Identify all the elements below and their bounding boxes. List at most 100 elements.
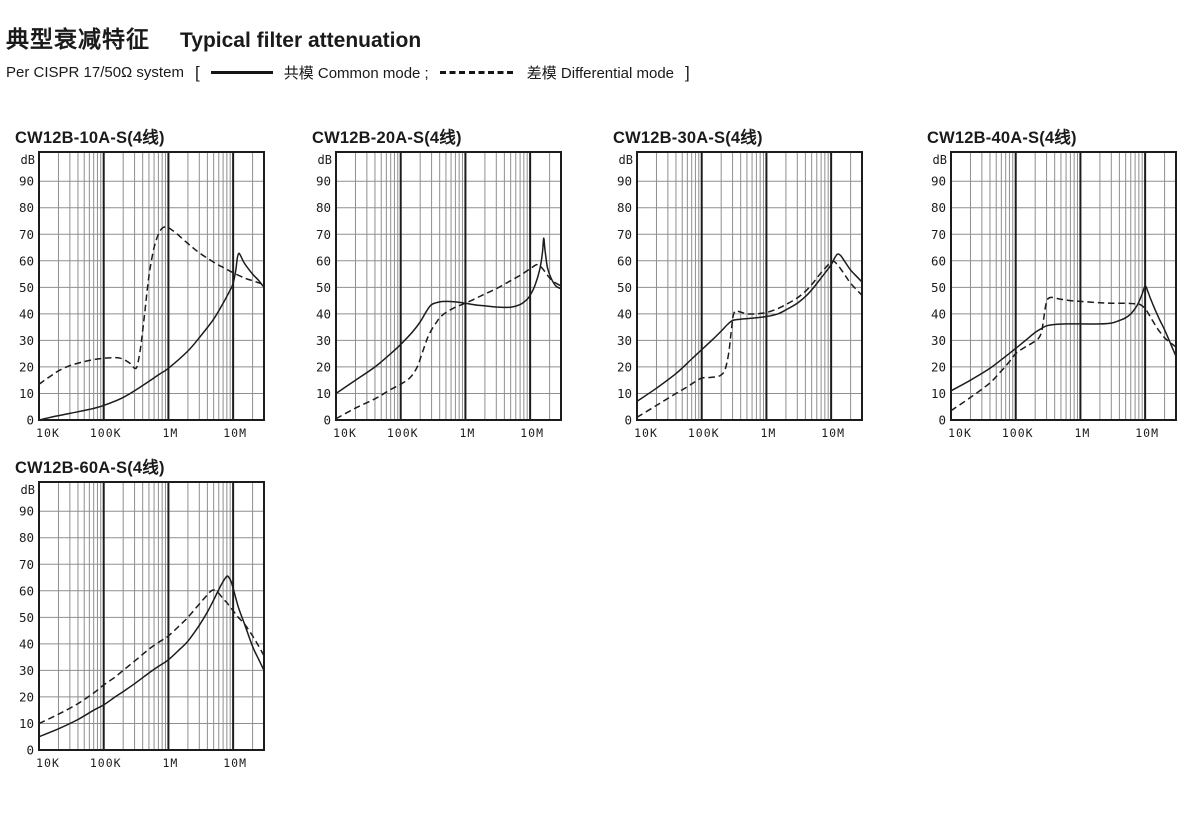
differential-mode-curve	[39, 589, 264, 725]
legend-row: Per CISPR 17/50Ω system [ 共模 Common mode…	[6, 62, 690, 83]
y-tick-label: 60	[617, 253, 632, 268]
y-tick-label: 60	[931, 253, 946, 268]
differential-mode-curve	[336, 263, 561, 420]
x-tick-label: 10K	[948, 426, 972, 440]
y-tick-label: 10	[931, 386, 946, 401]
common-mode-curve	[39, 575, 264, 738]
y-tick-label: 90	[617, 174, 632, 189]
attenuation-chart-cw12b-30a: CW12B-30A-S(4线) dB 90 80 70 60 50 40 30 20 10 0 10K…	[610, 124, 866, 453]
common-mode-curve	[39, 252, 264, 420]
y-axis-unit: dB	[318, 153, 332, 167]
x-tick-label: 10K	[36, 426, 60, 440]
y-tick-label: 20	[931, 359, 946, 374]
attenuation-chart-cw12b-20a: CW12B-20A-S(4线) dB 90 80 70 60 50 40 30 20 10 0 10K…	[309, 124, 565, 453]
y-tick-label: 70	[617, 227, 632, 242]
x-tick-label: 10K	[634, 426, 658, 440]
y-tick-label: 30	[19, 663, 34, 678]
y-axis-unit: dB	[21, 153, 35, 167]
x-tick-label: 10M	[223, 756, 247, 770]
y-tick-label: 40	[617, 306, 632, 321]
y-tick-label: 30	[316, 333, 331, 348]
section-title-zh: 典型衰减特征	[6, 26, 150, 52]
chart-title: CW12B-60A-S(4线)	[15, 459, 165, 477]
common-mode-curve	[951, 285, 1176, 392]
x-tick-label: 10M	[821, 426, 845, 440]
attenuation-chart-cw12b-60a: CW12B-60A-S(4线) dB 90 80 70 60 50 40 30 20 10 0 10K…	[12, 454, 268, 783]
y-tick-label: 10	[19, 386, 34, 401]
y-tick-label: 20	[316, 359, 331, 374]
y-tick-label: 80	[316, 200, 331, 215]
chart-title: CW12B-10A-S(4线)	[15, 129, 165, 147]
x-tick-label: 100K	[1002, 426, 1034, 440]
attenuation-chart-cw12b-10a: CW12B-10A-S(4线) dB 90 80 70 60 50 40 30 20 10 0 10K…	[12, 124, 268, 453]
x-tick-label: 10K	[333, 426, 357, 440]
x-tick-label: 10K	[36, 756, 60, 770]
y-tick-label: 20	[617, 359, 632, 374]
y-tick-label: 90	[931, 174, 946, 189]
y-tick-label: 0	[26, 743, 34, 758]
y-tick-label: 40	[316, 306, 331, 321]
y-tick-label: 0	[26, 413, 34, 428]
legend-bracket-open: [	[194, 62, 200, 82]
x-tick-label: 100K	[90, 756, 122, 770]
y-tick-label: 30	[931, 333, 946, 348]
differential-mode-label: 差模 Differential mode	[526, 65, 675, 82]
y-tick-label: 70	[316, 227, 331, 242]
y-tick-label: 20	[19, 689, 34, 704]
y-tick-label: 10	[617, 386, 632, 401]
legend-bracket-close: ]	[685, 62, 690, 82]
y-tick-label: 50	[931, 280, 946, 295]
y-tick-label: 10	[316, 386, 331, 401]
y-tick-label: 80	[931, 200, 946, 215]
x-tick-label: 100K	[688, 426, 720, 440]
section-header: 典型衰减特征 Typical filter attenuation	[6, 20, 421, 54]
common-mode-curve	[336, 237, 561, 395]
x-tick-label: 1M	[1074, 426, 1090, 440]
y-tick-label: 70	[931, 227, 946, 242]
chart-title: CW12B-20A-S(4线)	[312, 129, 462, 147]
y-tick-label: 60	[316, 253, 331, 268]
y-tick-label: 50	[19, 610, 34, 625]
y-axis-unit: dB	[619, 153, 633, 167]
y-tick-label: 0	[624, 413, 632, 428]
y-tick-label: 0	[323, 413, 331, 428]
y-tick-label: 60	[19, 583, 34, 598]
x-tick-label: 1M	[459, 426, 475, 440]
common-mode-line-swatch	[210, 71, 273, 74]
section-title-en: Typical filter attenuation	[180, 29, 422, 52]
x-tick-label: 1M	[162, 426, 178, 440]
x-tick-label: 100K	[90, 426, 122, 440]
y-tick-label: 90	[19, 504, 34, 519]
x-tick-label: 10M	[223, 426, 247, 440]
differential-mode-line-swatch	[439, 71, 516, 74]
y-tick-label: 70	[19, 227, 34, 242]
x-tick-label: 1M	[162, 756, 178, 770]
system-label: Per CISPR 17/50Ω system	[6, 64, 184, 81]
y-tick-label: 30	[19, 333, 34, 348]
y-tick-label: 40	[19, 636, 34, 651]
y-tick-label: 50	[617, 280, 632, 295]
y-tick-label: 40	[19, 306, 34, 321]
y-tick-label: 10	[19, 716, 34, 731]
x-tick-label: 100K	[387, 426, 419, 440]
y-tick-label: 60	[19, 253, 34, 268]
y-tick-label: 20	[19, 359, 34, 374]
y-tick-label: 0	[938, 413, 946, 428]
y-tick-label: 90	[19, 174, 34, 189]
common-mode-curve	[637, 253, 862, 403]
chart-title: CW12B-30A-S(4线)	[613, 129, 763, 147]
x-tick-label: 10M	[520, 426, 544, 440]
y-axis-unit: dB	[933, 153, 947, 167]
y-tick-label: 30	[617, 333, 632, 348]
x-tick-label: 1M	[760, 426, 776, 440]
common-mode-label: 共模 Common mode ;	[283, 65, 429, 82]
chart-title: CW12B-40A-S(4线)	[927, 129, 1077, 147]
differential-mode-curve	[637, 260, 862, 418]
y-tick-label: 50	[316, 280, 331, 295]
y-axis-unit: dB	[21, 483, 35, 497]
